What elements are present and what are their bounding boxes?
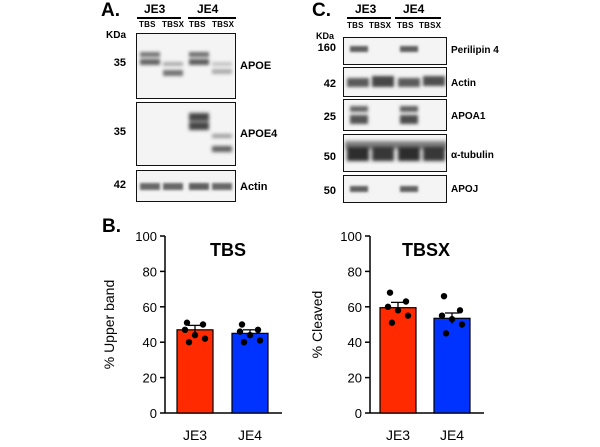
chart-tbs: TBS % Upper band 0 20 40 60 80 100 JE3 JE4 (101, 229, 282, 443)
chart-title-tbsx: TBSX (402, 240, 450, 260)
y-tick-label-tbsx-20: 20 (348, 371, 362, 386)
panel-c-je3-underline (347, 17, 391, 19)
panel-a-label-apoe: APOE (240, 60, 272, 72)
apoe-blot (136, 33, 236, 99)
apoj-blot (343, 175, 447, 203)
y-tick-label-tbsx-80: 80 (348, 264, 362, 279)
panel-c-marker-apoj: 50 (323, 185, 336, 197)
apoa1-blot (343, 99, 447, 131)
panel-c-lane-1: TBS (347, 21, 364, 30)
panel-c-label-alpha-tubulin: α-tubulin (451, 150, 494, 161)
panel-a-letter: A. (101, 0, 120, 21)
x-category-label-tbsx-je3: JE3 (386, 427, 410, 443)
data-point-tbs-je4-1 (238, 321, 246, 328)
bar-tbsx-je4 (433, 317, 471, 414)
panel-a-je4-underline (188, 17, 236, 19)
panel-a-lane-2: TBSX (162, 20, 185, 29)
data-point-tbsx-je3-2 (402, 298, 410, 305)
panel-c-group-je4: JE4 (403, 2, 425, 16)
panel-c-label-actin: Actin (451, 78, 476, 89)
data-point-tbs-je4-5 (256, 337, 264, 344)
chart-title-tbs: TBS (210, 240, 246, 260)
y-tick-label-tbs-80: 80 (143, 264, 157, 279)
panel-a-kda-label: KDa (106, 30, 127, 41)
bar-tbsx-je3 (379, 307, 417, 414)
y-tick-label-tbsx-0: 0 (355, 406, 362, 421)
panel-c-marker-perilipin4: 160 (317, 42, 336, 54)
panel-a-actin-blot (136, 170, 236, 202)
panel-c-actin-blot (343, 67, 447, 97)
data-point-tbsx-je3-3 (384, 303, 392, 310)
data-point-tbs-je3-2 (199, 321, 207, 328)
x-category-label-tbs-je4: JE4 (238, 427, 262, 443)
panel-c-lane-3: TBS (397, 21, 414, 30)
panel-a-je3-underline (137, 17, 181, 19)
y-tick-label-tbsx-100: 100 (340, 229, 362, 244)
data-point-tbs-je3-6 (185, 339, 193, 346)
data-point-tbs-je3-4 (191, 331, 199, 339)
y-tick-label-tbs-40: 40 (143, 335, 157, 350)
y-axis-label-tbs: % Upper band (101, 280, 117, 370)
y-tick-label-tbs-100: 100 (135, 229, 157, 244)
panel-a-label-actin: Actin (240, 181, 268, 193)
y-tick-label-tbsx-60: 60 (348, 300, 362, 315)
chart-tbsx: TBSX % Cleaved 0 20 40 60 80 100 JE3 JE4 (309, 229, 484, 443)
data-point-tbsx-je4-2 (456, 307, 464, 314)
panel-a-lane-1: TBS (139, 20, 156, 29)
data-point-tbsx-je4-4 (448, 315, 456, 323)
data-point-tbs-je3-3 (181, 326, 189, 334)
x-category-label-tbs-je3: JE3 (183, 427, 207, 443)
data-point-tbsx-je3-1 (386, 289, 394, 296)
bar-tbs-je4 (231, 332, 269, 414)
data-point-tbsx-je3-5 (404, 312, 412, 319)
panel-c-group-je3: JE3 (355, 2, 377, 16)
apoe4-blot (136, 102, 236, 166)
panel-a-marker-apoe: 35 (113, 57, 126, 69)
panel-b-letter: B. (102, 216, 121, 237)
alpha-tubulin-blot (343, 134, 447, 172)
panel-c-label-apoj: APOJ (451, 184, 479, 195)
data-point-tbs-je4-3 (236, 328, 244, 335)
panel-a-label-apoe4: APOE4 (240, 128, 278, 140)
y-tick-label-tbs-20: 20 (143, 371, 157, 386)
perilipin4-blot (343, 37, 447, 65)
y-tick-label-tbs-0: 0 (150, 406, 157, 421)
data-point-tbs-je4-6 (240, 339, 248, 346)
panel-a-group-je4: JE4 (197, 2, 219, 16)
data-point-tbsx-je4-3 (438, 312, 446, 319)
panel-c-letter: C. (312, 0, 331, 21)
panel-a-lane-3: TBS (189, 20, 206, 29)
data-point-tbsx-je4-6 (442, 330, 450, 337)
data-point-tbsx-je4-5 (458, 321, 466, 328)
y-axis-label-tbsx: % Cleaved (309, 291, 325, 359)
data-point-tbs-je4-2 (254, 326, 262, 334)
panel-c-marker-alpha-tubulin: 50 (323, 151, 336, 163)
data-point-tbsx-je3-4 (394, 307, 402, 314)
panel-c-kda-label: KDa (316, 31, 335, 41)
bar-tbs-je3 (176, 329, 214, 414)
data-point-tbsx-je4-1 (440, 292, 448, 300)
panel-c-lane-2: TBSX (369, 21, 392, 30)
data-point-tbs-je3-5 (201, 335, 209, 342)
panel-a-marker-apoe4: 35 (113, 126, 126, 138)
panel-a-group-je3: JE3 (144, 2, 166, 16)
panel-a-lane-4: TBSX (212, 20, 235, 29)
panel-c-marker-apoa1: 25 (323, 111, 336, 123)
data-point-tbs-je4-4 (246, 331, 254, 339)
data-point-tbs-je3-1 (183, 319, 191, 326)
panel-c-lane-4: TBSX (419, 21, 442, 30)
x-category-label-tbsx-je4: JE4 (440, 427, 464, 443)
panel-c-label-apoa1: APOA1 (451, 111, 486, 122)
panel-c-label-perilipin4: Perilipin 4 (451, 45, 499, 56)
panel-a-marker-actin: 42 (113, 179, 126, 191)
panel-c-je4-underline (395, 17, 441, 19)
y-tick-label-tbsx-40: 40 (348, 335, 362, 350)
y-tick-label-tbs-60: 60 (143, 300, 157, 315)
panel-c-marker-actin: 42 (323, 78, 336, 90)
data-point-tbsx-je3-6 (388, 319, 396, 326)
